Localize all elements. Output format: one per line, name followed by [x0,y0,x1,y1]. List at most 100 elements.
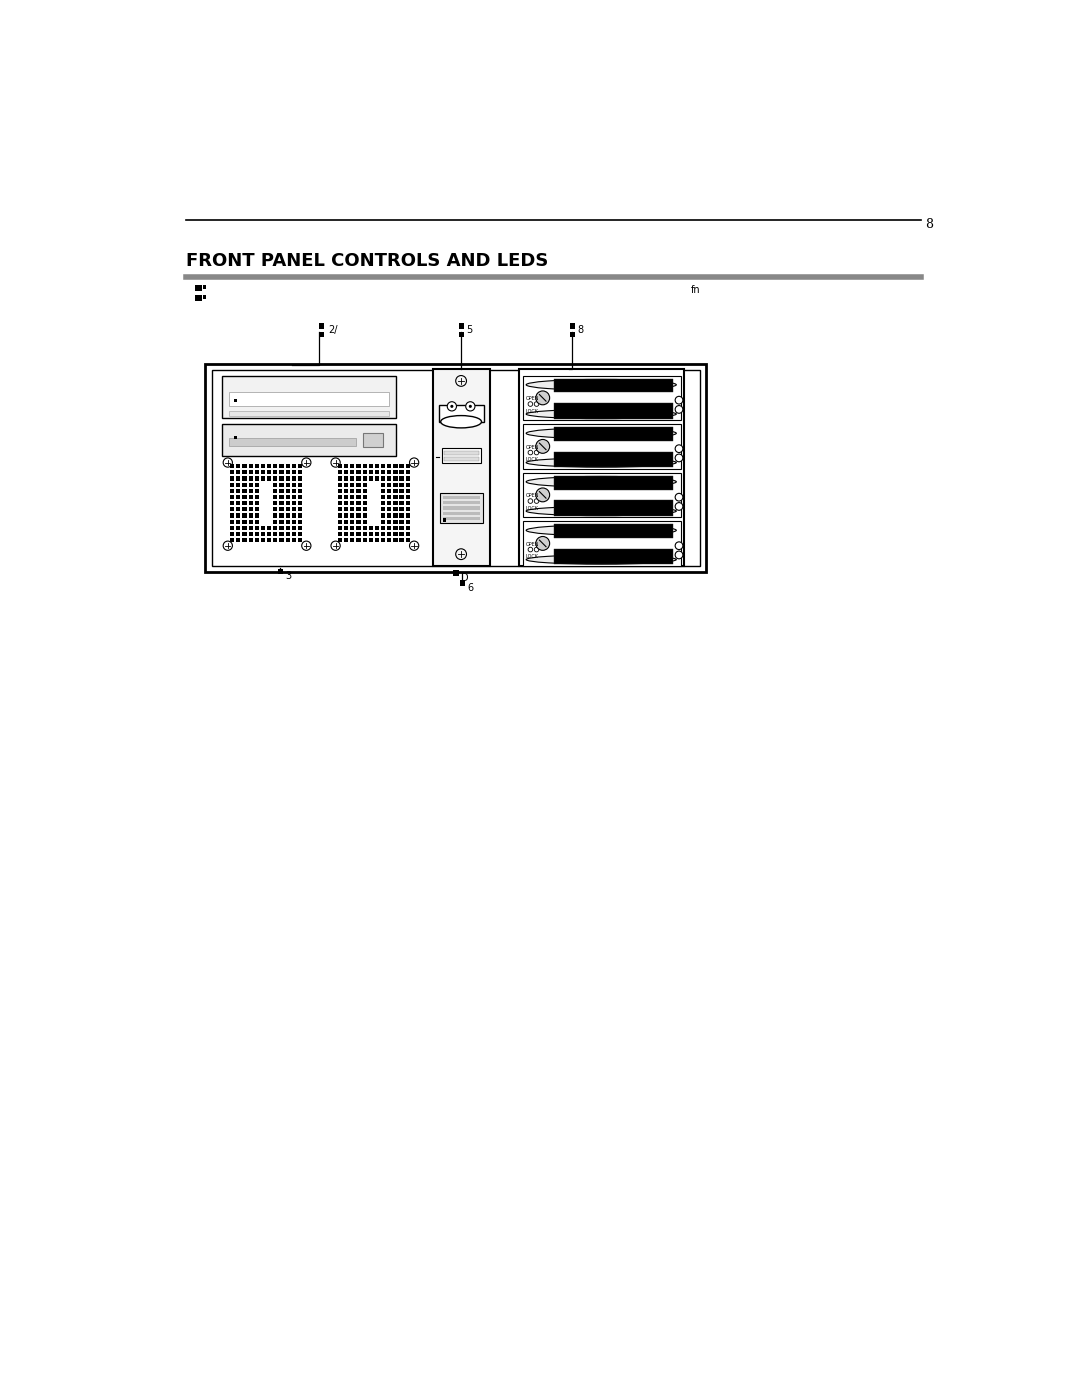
Text: LOCK: LOCK [526,555,539,559]
Circle shape [528,548,532,552]
Circle shape [450,405,454,408]
Bar [273,507,278,511]
Bar [248,464,253,468]
Circle shape [536,391,550,405]
Bar [406,513,410,518]
Bar [255,507,259,511]
Bar [248,538,253,542]
Bar [400,532,404,536]
Bar [242,495,246,499]
Bar [237,520,241,524]
Bar [280,482,284,486]
Ellipse shape [441,415,482,427]
Bar [459,331,464,337]
Bar [292,532,296,536]
Bar [242,520,246,524]
Bar [248,482,253,486]
Bar [345,482,348,486]
Bar [406,489,410,493]
Bar [338,525,342,529]
Bar [280,476,284,481]
Bar [273,520,278,524]
Bar [280,489,284,493]
Text: 2/: 2/ [328,326,338,335]
Bar [387,502,391,506]
Bar [222,376,395,418]
Bar [195,295,202,300]
Bar [554,475,673,489]
Bar [298,476,302,481]
Bar [356,513,361,518]
Bar [234,400,237,402]
Bar [406,464,410,468]
Bar [443,496,481,499]
Bar [459,323,464,328]
Bar [406,520,410,524]
Bar [280,538,284,542]
Bar [338,464,342,468]
Bar [356,507,361,511]
Bar [350,489,354,493]
Bar [248,520,253,524]
Bar [387,489,391,493]
Bar [230,513,234,518]
Bar [400,520,404,524]
Bar [554,549,673,564]
Bar [338,502,342,506]
Bar [292,538,296,542]
Bar [237,495,241,499]
Bar [345,502,348,506]
Bar [381,464,386,468]
Bar [338,538,342,542]
Bar [523,425,680,469]
Bar [356,471,361,475]
Bar [212,370,700,566]
Bar [298,495,302,499]
Bar [298,471,302,475]
Bar [242,476,246,481]
Bar [261,476,265,481]
Bar [237,489,241,493]
Bar [523,376,680,420]
Bar [350,513,354,518]
Bar [442,448,481,464]
Bar [230,525,234,529]
Bar [237,532,241,536]
Bar [363,495,367,499]
Bar [368,532,373,536]
Bar [229,437,355,446]
Bar [292,464,296,468]
Bar [230,520,234,524]
Bar [267,532,271,536]
Bar [375,532,379,536]
Bar [237,538,241,542]
Bar [338,495,342,499]
Bar [393,520,397,524]
Bar [273,525,278,529]
Bar [454,570,459,576]
Bar [285,513,289,518]
Bar [393,471,397,475]
Bar [248,507,253,511]
Bar [298,538,302,542]
Bar [393,532,397,536]
Bar [381,482,386,486]
Bar [267,471,271,475]
Bar [393,476,397,481]
Bar [237,482,241,486]
Bar [387,471,391,475]
Bar [255,471,259,475]
Bar [363,538,367,542]
Bar [255,502,259,506]
Bar [248,471,253,475]
Circle shape [675,405,683,414]
Bar [400,507,404,511]
Bar [350,471,354,475]
Bar [285,476,289,481]
Circle shape [536,536,550,550]
Text: FRONT PANEL CONTROLS AND LEDS: FRONT PANEL CONTROLS AND LEDS [186,253,549,271]
Bar [387,520,391,524]
Bar [280,513,284,518]
Bar [255,532,259,536]
Circle shape [675,503,683,510]
